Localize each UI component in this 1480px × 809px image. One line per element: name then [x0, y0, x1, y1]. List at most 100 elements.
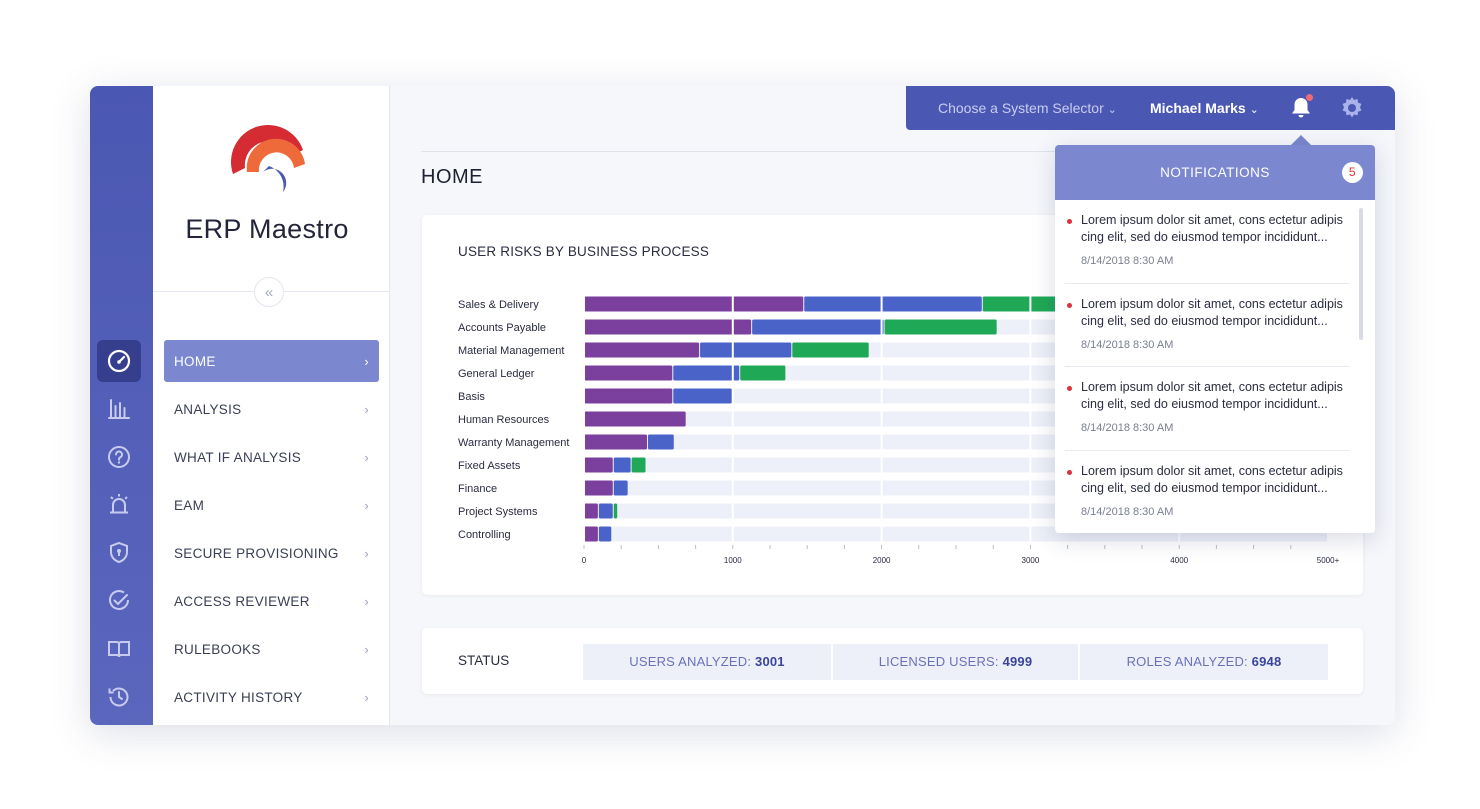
x-tick-label: 1000 — [724, 556, 742, 565]
notification-time: 8/14/2018 8:30 AM — [1081, 422, 1174, 434]
notification-text: Lorem ipsum dolor sit amet, cons ectetur… — [1081, 213, 1343, 244]
unread-indicator — [1306, 94, 1313, 101]
bar-segment — [613, 457, 631, 473]
category-label: Controlling — [458, 529, 511, 541]
bar-segment — [598, 526, 612, 542]
chevron-right-icon: › — [364, 497, 369, 513]
divider — [421, 151, 1081, 152]
help-icon[interactable] — [97, 436, 141, 478]
category-label: Fixed Assets — [458, 460, 521, 472]
nav-item-label: EAM — [174, 497, 205, 513]
nav-item-what-if-analysis[interactable]: WHAT IF ANALYSIS › — [164, 436, 379, 478]
x-tick-label: 4000 — [1170, 556, 1188, 565]
chevron-right-icon: › — [364, 689, 369, 705]
notification-time: 8/14/2018 8:30 AM — [1081, 255, 1174, 267]
bar-segment — [584, 411, 686, 427]
stat-licensed-users: LICENSED USERS: 4999 — [833, 644, 1078, 680]
app-window: ERP Maestro « HOME › ANALYSIS › WHAT IF AN… — [90, 86, 1395, 725]
notifications-count-badge: 5 — [1342, 162, 1363, 183]
notification-time: 8/14/2018 8:30 AM — [1081, 505, 1174, 518]
bar-segment — [584, 457, 613, 473]
category-label: Accounts Payable — [458, 322, 546, 334]
notification-item[interactable]: Lorem ipsum dolor sit amet, cons ectetur… — [1065, 367, 1349, 451]
notification-item[interactable]: Lorem ipsum dolor sit amet, cons ectetur… — [1065, 284, 1349, 367]
logo-icon — [231, 125, 305, 192]
category-label: Material Management — [458, 345, 564, 357]
brand-name: ERP Maestro — [185, 214, 349, 244]
book-icon[interactable] — [97, 628, 141, 670]
x-tick-label: 3000 — [1022, 556, 1040, 565]
notifications-title: NOTIFICATIONS — [1160, 165, 1270, 180]
category-label: Project Systems — [458, 506, 538, 518]
stat-value: 6948 — [1251, 654, 1282, 669]
nav-item-eam[interactable]: EAM › — [164, 484, 379, 526]
bar-segment — [804, 296, 982, 312]
dashboard-icon[interactable] — [97, 340, 141, 382]
nav-item-label: WHAT IF ANALYSIS — [174, 449, 302, 465]
icon-rail — [90, 86, 153, 725]
chevron-down-icon: ⌄ — [1249, 104, 1259, 116]
notification-text: Lorem ipsum dolor sit amet, cons ectetur… — [1081, 296, 1343, 328]
category-label: Human Resources — [458, 414, 550, 426]
unread-dot — [1067, 302, 1072, 308]
bell-icon[interactable] — [1288, 95, 1314, 121]
stat-roles-analyzed: ROLES ANALYZED: 6948 — [1080, 644, 1328, 680]
system-selector-dropdown[interactable]: Choose a System Selector ⌄ — [938, 86, 1117, 130]
nav-item-label: HOME — [174, 353, 216, 369]
nav-item-label: ANALYSIS — [174, 401, 242, 417]
bar-segment — [792, 342, 869, 358]
bar-segment — [584, 342, 700, 358]
nav-item-analysis[interactable]: ANALYSIS › — [164, 388, 379, 430]
bar-segment — [673, 388, 732, 404]
system-selector-label: Choose a System Selector — [938, 100, 1104, 116]
nav-item-home[interactable]: HOME › — [164, 340, 379, 382]
stat-label: ROLES ANALYZED: — [1126, 654, 1248, 669]
status-label: STATUS — [458, 653, 510, 668]
bar-segment — [740, 365, 786, 381]
category-label: Finance — [458, 483, 497, 495]
notification-item[interactable]: Lorem ipsum dolor sit amet, cons ectetur… — [1065, 200, 1349, 284]
bar-segment — [584, 296, 804, 312]
check-circle-icon[interactable] — [97, 580, 141, 622]
bar-segment — [613, 503, 618, 519]
user-menu[interactable]: Michael Marks ⌄ — [1150, 86, 1259, 130]
chart-title: USER RISKS BY BUSINESS PROCESS — [458, 244, 710, 259]
history-icon[interactable] — [97, 676, 141, 718]
collapse-sidebar-button[interactable]: « — [254, 277, 284, 307]
chevron-down-icon: ⌄ — [1107, 104, 1117, 116]
bar-segment — [584, 388, 673, 404]
notification-text: Lorem ipsum dolor sit amet, cons ectetur… — [1081, 380, 1343, 411]
alarm-icon[interactable] — [97, 484, 141, 526]
notifications-list: Lorem ipsum dolor sit amet, cons ectetur… — [1055, 200, 1375, 533]
bar-chart-icon[interactable] — [97, 388, 141, 430]
bar-segment — [631, 457, 646, 473]
stat-users-analyzed: USERS ANALYZED: 3001 — [583, 644, 831, 680]
bar-segment — [584, 319, 752, 335]
notifications-header: NOTIFICATIONS 5 — [1055, 145, 1375, 200]
notifications-scrollbar[interactable] — [1359, 208, 1363, 340]
category-label: Basis — [458, 391, 485, 403]
notification-item[interactable]: Lorem ipsum dolor sit amet, cons ectetur… — [1065, 451, 1349, 534]
gear-icon[interactable] — [1339, 95, 1365, 121]
shield-icon[interactable] — [97, 532, 141, 574]
nav-item-access-reviewer[interactable]: ACCESS REVIEWER › — [164, 580, 379, 622]
page-title: HOME — [421, 166, 483, 188]
top-bar: Choose a System Selector ⌄ Michael Marks… — [906, 86, 1395, 130]
nav-item-label: ACCESS REVIEWER — [174, 593, 310, 609]
bar-segment — [752, 319, 884, 335]
x-tick-label: 2000 — [873, 556, 891, 565]
nav-item-rulebooks[interactable]: RULEBOOKS › — [164, 628, 379, 670]
unread-dot — [1067, 469, 1072, 475]
category-label: Sales & Delivery — [458, 299, 539, 311]
nav-item-secure-provisioning[interactable]: SECURE PROVISIONING › — [164, 532, 379, 574]
nav-item-label: ACTIVITY HISTORY — [174, 689, 303, 705]
nav-item-activity-history[interactable]: ACTIVITY HISTORY › — [164, 676, 379, 718]
x-tick-label: 0 — [582, 556, 587, 565]
bar-segment — [598, 503, 613, 519]
stat-label: LICENSED USERS: — [878, 654, 999, 669]
bar-segment — [673, 365, 740, 381]
category-label: General Ledger — [458, 368, 535, 380]
chevron-right-icon: › — [364, 401, 369, 417]
bar-segment — [584, 434, 647, 450]
x-tick-label: 5000+ — [1317, 556, 1340, 565]
